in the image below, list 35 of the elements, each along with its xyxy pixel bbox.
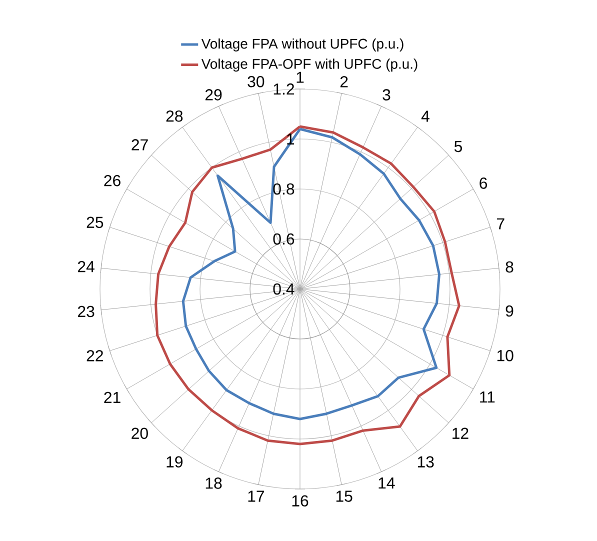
spoke-label: 28 — [166, 110, 183, 122]
spoke-label: 10 — [497, 350, 514, 362]
spoke-label: 30 — [248, 76, 264, 88]
spoke-label: 8 — [506, 261, 514, 273]
spoke-label: 17 — [248, 490, 264, 502]
spoke-label: 26 — [104, 174, 120, 186]
spoke-label: 12 — [452, 428, 468, 439]
spoke-label: 23 — [78, 306, 94, 318]
legend-label: Voltage FPA without UPFC (p.u.) — [201, 38, 404, 52]
spoke-label: 27 — [132, 139, 148, 150]
spoke-label: 19 — [166, 456, 183, 468]
legend-label: Voltage FPA-OPF with UPFC (p.u.) — [201, 58, 418, 72]
y-tick-label: 0.4 — [273, 283, 294, 295]
spoke-label: 1 — [296, 72, 304, 83]
spoke-label: 20 — [132, 428, 148, 439]
spoke-label: 21 — [104, 392, 120, 403]
spoke-label: 13 — [418, 456, 434, 468]
spoke-label: 3 — [382, 89, 390, 100]
spoke-label: 16 — [292, 495, 308, 506]
spoke-label: 18 — [206, 478, 222, 489]
spoke-label: 25 — [86, 216, 104, 228]
spoke-label: 7 — [497, 218, 504, 230]
spoke-label: 14 — [378, 478, 395, 489]
spoke-label: 24 — [78, 260, 94, 272]
spoke-label: 29 — [205, 89, 222, 100]
spoke-label: 11 — [480, 392, 495, 403]
spoke-label: 15 — [336, 490, 352, 502]
y-tick-label: 0.6 — [273, 233, 294, 245]
spoke-label: 4 — [421, 110, 430, 122]
spoke-label: 22 — [86, 350, 103, 362]
y-tick-label: 1.2 — [274, 83, 294, 95]
spoke-label: 2 — [340, 76, 348, 88]
spoke-label: 5 — [454, 140, 462, 152]
spoke-label: 6 — [480, 178, 488, 189]
spoke-label: 9 — [506, 305, 514, 317]
